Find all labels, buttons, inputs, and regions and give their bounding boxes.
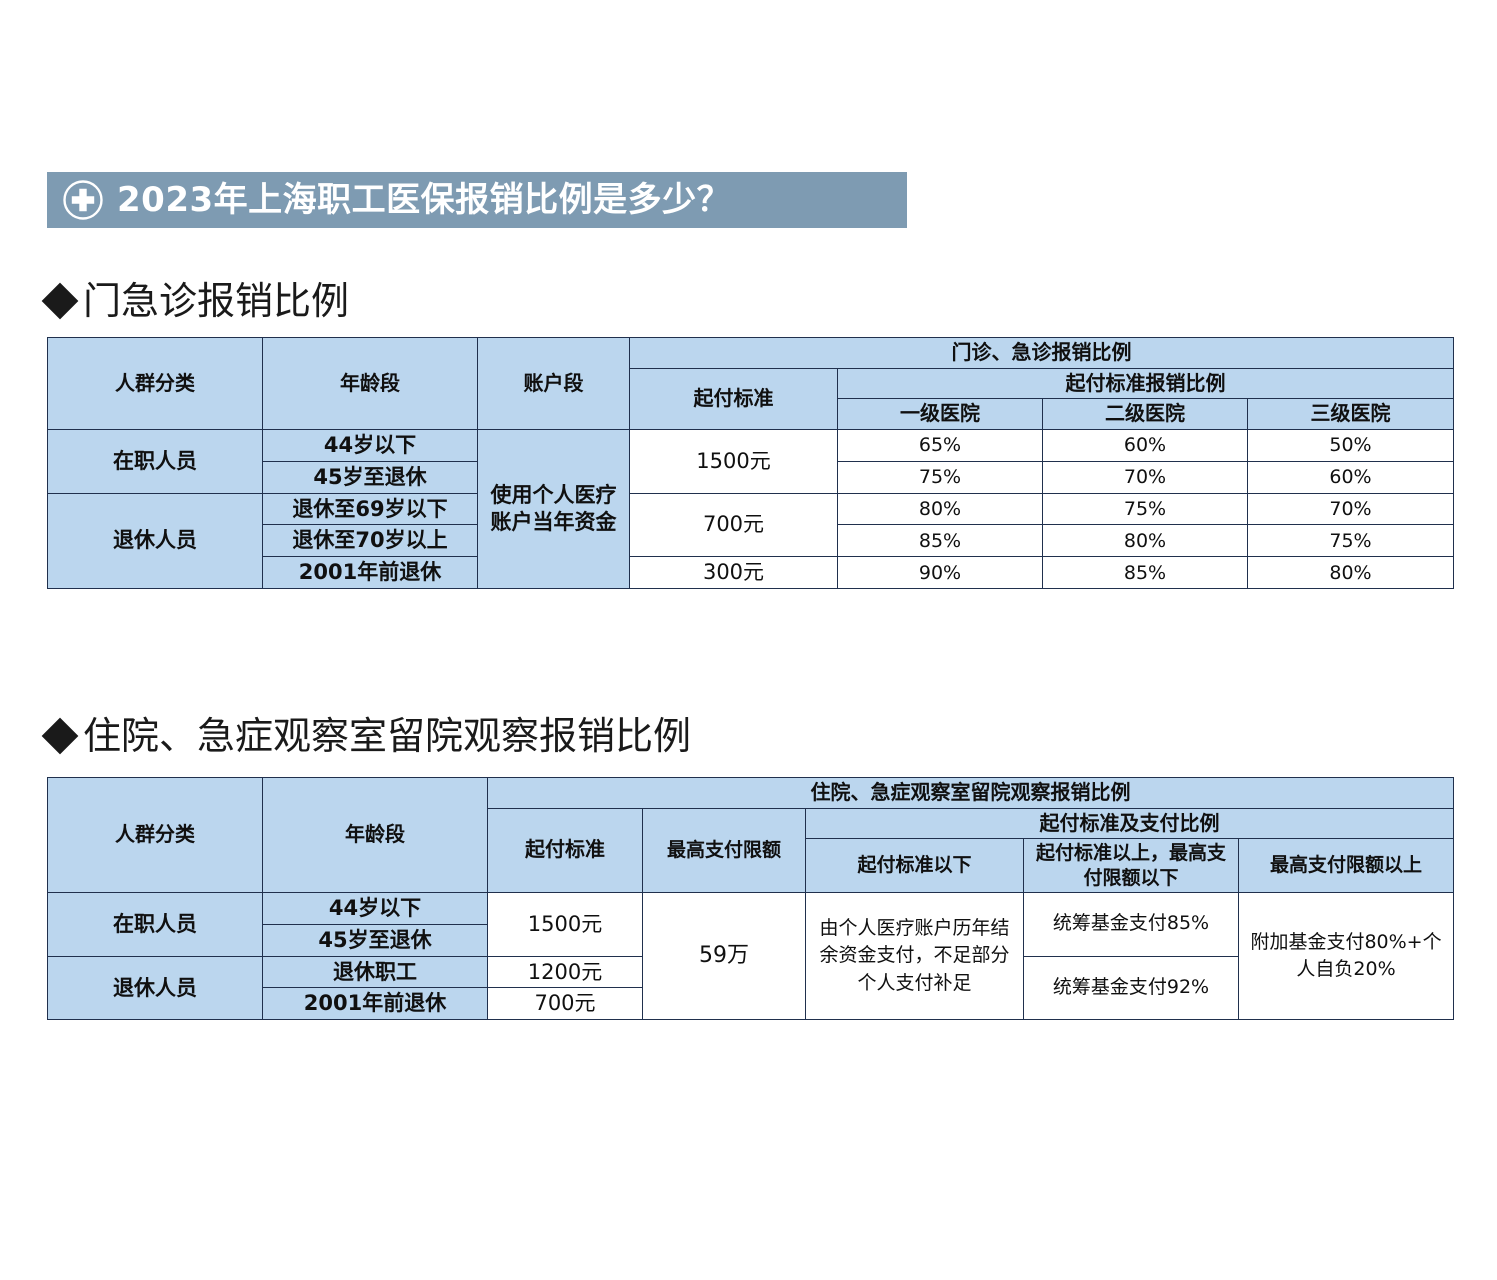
outpatient-reimbursement-table: 人群分类 年龄段 账户段 门诊、急诊报销比例 起付标准 起付标准报销比例 一级医… bbox=[47, 337, 1454, 590]
cell-ratio-level1: 90% bbox=[837, 556, 1043, 590]
cell-ratio-level2: 80% bbox=[1042, 524, 1248, 558]
cell-age: 退休至70岁以上 bbox=[262, 524, 478, 558]
outpatient-table-wrapper: 人群分类 年龄段 账户段 门诊、急诊报销比例 起付标准 起付标准报销比例 一级医… bbox=[47, 337, 1454, 590]
page-title: 2023年上海职工医保报销比例是多少？ bbox=[117, 180, 732, 220]
table-header-row: 起付标准 起付标准报销比例 bbox=[48, 367, 1454, 430]
cell-age: 44岁以下 bbox=[262, 428, 478, 462]
diamond-bullet-icon bbox=[41, 282, 79, 320]
th-age-range: 年龄段 bbox=[262, 337, 478, 430]
cell-ratio-level2: 70% bbox=[1042, 460, 1248, 494]
th-max-payment-limit: 最高支付限额 bbox=[642, 807, 806, 893]
cell-deductible: 1200元 bbox=[487, 955, 643, 989]
cell-ratio-level3: 70% bbox=[1247, 492, 1454, 526]
cell-deductible: 1500元 bbox=[629, 428, 838, 494]
cell-ratio-level1: 80% bbox=[837, 492, 1043, 526]
cell-age: 45岁至退休 bbox=[262, 923, 488, 957]
inpatient-table-wrapper: 人群分类 年龄段 住院、急症观察室留院观察报销比例 起付标准 最高支付限额 起付… bbox=[47, 777, 1455, 1021]
medical-cross-icon bbox=[61, 178, 105, 222]
cell-age: 退休职工 bbox=[262, 955, 488, 989]
table-header-row: 起付标准以下 起付标准以上，最高支付限额以下 最高支付限额以上 bbox=[48, 838, 1455, 893]
th-deductible-and-ratio-group: 起付标准及支付比例 bbox=[804, 807, 1455, 840]
th-above-cap: 最高支付限额以上 bbox=[1237, 838, 1455, 893]
cell-ratio-level1: 65% bbox=[837, 428, 1043, 462]
table-row: 2001年前退休 300元 90% 85% 80% bbox=[48, 556, 1454, 590]
table-row: 45岁至退休 75% 70% 60% bbox=[48, 460, 1454, 494]
cell-ratio-level3: 80% bbox=[1247, 556, 1454, 590]
cell-deductible: 700元 bbox=[629, 492, 838, 558]
cell-ratio-level1: 85% bbox=[837, 524, 1043, 558]
section-heading-outpatient-label: 门急诊报销比例 bbox=[83, 279, 350, 323]
cell-ratio-level2: 85% bbox=[1042, 556, 1248, 590]
th-hospital-level-1: 一级医院 bbox=[837, 398, 1043, 430]
th-below-deductible: 起付标准以下 bbox=[805, 838, 1024, 893]
th-account-stage: 账户段 bbox=[477, 337, 630, 430]
cell-ratio-level3: 60% bbox=[1247, 460, 1454, 494]
cell-ratio-level3: 50% bbox=[1247, 428, 1454, 462]
table-header-row: 人群分类 年龄段 账户段 门诊、急诊报销比例 bbox=[47, 337, 1454, 430]
table-header-row: 起付标准 最高支付限额 起付标准及支付比例 bbox=[48, 807, 1455, 893]
cell-category-retired: 退休人员 bbox=[47, 492, 263, 590]
table-row: 在职人员 44岁以下 使用个人医疗账户当年资金 1500元 65% 60% 50… bbox=[47, 428, 1454, 590]
title-banner: 2023年上海职工医保报销比例是多少？ bbox=[47, 172, 907, 228]
cell-category-employed: 在职人员 bbox=[47, 891, 263, 957]
cell-age: 45岁至退休 bbox=[262, 460, 478, 494]
cell-age: 退休至69岁以下 bbox=[262, 492, 478, 526]
cell-age: 2001年前退休 bbox=[262, 556, 478, 590]
th-deductible: 起付标准 bbox=[487, 807, 643, 893]
th-people-category: 人群分类 bbox=[47, 777, 263, 893]
th-deductible: 起付标准 bbox=[629, 367, 838, 430]
table-row: 退休至70岁以上 85% 80% 75% bbox=[48, 524, 1454, 558]
diamond-bullet-icon bbox=[41, 717, 79, 755]
cell-max-payment-limit: 59万 bbox=[642, 891, 806, 1021]
table-row: 2001年前退休 700元 bbox=[48, 987, 1454, 1021]
cell-ratio-level2: 60% bbox=[1042, 428, 1248, 462]
th-deductible-ratio-group: 起付标准报销比例 bbox=[837, 367, 1454, 400]
cell-below-deductible: 由个人医疗账户历年结余资金支付，不足部分个人支付补足 bbox=[805, 891, 1024, 1021]
table-row: 在职人员 44岁以下 1500元 59万 由个人医疗账户历年结余资金支付，不足部… bbox=[47, 891, 1455, 1021]
cell-age: 44岁以下 bbox=[262, 891, 488, 925]
section-heading-inpatient: 住院、急症观察室留院观察报销比例 bbox=[41, 714, 692, 758]
cell-ratio-level1: 75% bbox=[837, 460, 1043, 494]
section-heading-outpatient: 门急诊报销比例 bbox=[41, 279, 350, 323]
inpatient-reimbursement-table: 人群分类 年龄段 住院、急症观察室留院观察报销比例 起付标准 最高支付限额 起付… bbox=[47, 777, 1455, 1021]
cell-above-deductible-retired: 统筹基金支付92% bbox=[1023, 955, 1239, 1021]
cell-above-cap: 附加基金支付80%+个人自负20% bbox=[1237, 891, 1455, 1021]
table-header-row: 一级医院 二级医院 三级医院 bbox=[48, 398, 1454, 430]
th-above-deductible-below-cap: 起付标准以上，最高支付限额以下 bbox=[1023, 838, 1239, 893]
cell-age: 2001年前退休 bbox=[262, 987, 488, 1021]
th-hospital-level-2: 二级医院 bbox=[1042, 398, 1248, 430]
cell-account-stage-value: 使用个人医疗账户当年资金 bbox=[477, 428, 630, 590]
cell-deductible: 300元 bbox=[629, 556, 838, 590]
table-row: 退休人员 退休职工 1200元 统筹基金支付92% bbox=[47, 955, 1454, 1021]
cell-category-retired: 退休人员 bbox=[47, 955, 263, 1021]
table-row: 45岁至退休 bbox=[48, 923, 1454, 957]
cell-ratio-level3: 75% bbox=[1247, 524, 1454, 558]
cell-above-deductible-employed: 统筹基金支付85% bbox=[1023, 891, 1239, 957]
th-age-range: 年龄段 bbox=[262, 777, 488, 893]
cell-deductible: 700元 bbox=[487, 987, 643, 1021]
section-heading-inpatient-label: 住院、急症观察室留院观察报销比例 bbox=[83, 714, 692, 758]
cell-category-employed: 在职人员 bbox=[47, 428, 263, 494]
th-hospital-level-3: 三级医院 bbox=[1247, 398, 1454, 430]
th-group-outpatient-ratio: 门诊、急诊报销比例 bbox=[629, 337, 1454, 369]
cell-ratio-level2: 75% bbox=[1042, 492, 1248, 526]
th-people-category: 人群分类 bbox=[47, 337, 263, 430]
cell-deductible: 1500元 bbox=[487, 891, 643, 957]
table-header-row: 人群分类 年龄段 住院、急症观察室留院观察报销比例 bbox=[47, 777, 1455, 893]
th-group-inpatient-ratio: 住院、急症观察室留院观察报销比例 bbox=[486, 777, 1455, 809]
table-row: 退休人员 退休至69岁以下 700元 80% 75% 70% bbox=[47, 492, 1454, 590]
